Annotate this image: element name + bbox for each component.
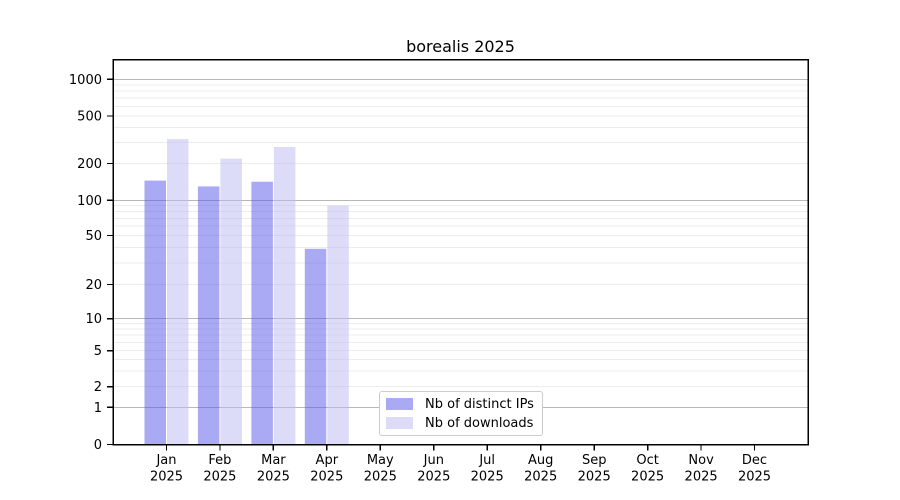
x-tick-label-month: Mar <box>261 453 286 468</box>
x-tick-label-month: Feb <box>208 453 231 468</box>
x-tick-label-month: Jul <box>478 453 495 468</box>
x-tick-label-year: 2025 <box>524 470 557 485</box>
x-tick-label-month: Nov <box>688 453 714 468</box>
x-tick-label-year: 2025 <box>471 470 504 485</box>
x-tick-label-year: 2025 <box>203 470 236 485</box>
bar-downloads-jan <box>167 139 189 445</box>
x-tick-label-month: Oct <box>636 453 658 468</box>
bar-ips-mar <box>251 181 273 445</box>
y-tick-label: 0 <box>94 438 102 453</box>
plot-border <box>112 58 809 446</box>
x-tick-label-year: 2025 <box>150 470 183 485</box>
chart-title: borealis 2025 <box>406 37 515 56</box>
x-tick-label-year: 2025 <box>364 470 397 485</box>
y-tick-label: 20 <box>85 278 102 293</box>
y-tick-label: 1 <box>94 401 102 416</box>
x-tick-label-year: 2025 <box>631 470 664 485</box>
x-tick-label-year: 2025 <box>310 470 343 485</box>
y-tick-label: 5 <box>94 344 102 359</box>
x-tick-label-month: Apr <box>316 453 339 468</box>
bar-downloads-mar <box>273 147 296 445</box>
legend-label-distinct-ips: Nb of distinct IPs <box>425 396 534 412</box>
legend-swatch-distinct-ips <box>386 398 413 410</box>
y-tick-label: 100 <box>77 194 102 209</box>
x-tick-label-year: 2025 <box>417 470 450 485</box>
y-tick-label: 200 <box>77 157 102 172</box>
x-tick-label-year: 2025 <box>738 470 771 485</box>
y-tick-label: 500 <box>77 110 102 125</box>
legend-swatch-downloads <box>386 417 413 429</box>
bar-ips-jan <box>144 180 166 445</box>
x-tick-label-year: 2025 <box>257 470 290 485</box>
legend: Nb of distinct IPs Nb of downloads <box>379 391 543 436</box>
y-tick-label: 50 <box>85 229 102 244</box>
bar-downloads-apr <box>327 205 349 445</box>
x-tick-label-month: May <box>367 453 394 468</box>
x-tick-label-year: 2025 <box>685 470 718 485</box>
bar-downloads-feb <box>220 158 242 445</box>
x-tick-label-month: Aug <box>528 453 553 468</box>
bar-ips-apr <box>304 248 327 445</box>
legend-item-downloads: Nb of downloads <box>380 415 542 431</box>
legend-label-downloads: Nb of downloads <box>425 415 534 431</box>
y-tick-label: 2 <box>94 380 102 395</box>
x-tick-label-year: 2025 <box>578 470 611 485</box>
x-tick-label-month: Sep <box>582 453 607 468</box>
x-tick-label-month: Dec <box>742 453 767 468</box>
x-tick-label-month: Jan <box>155 453 176 468</box>
bar-ips-feb <box>197 186 220 445</box>
legend-item-distinct-ips: Nb of distinct IPs <box>380 396 542 412</box>
x-tick-label-month: Jun <box>423 453 444 468</box>
y-tick-label: 1000 <box>69 73 102 88</box>
y-tick-label: 10 <box>85 312 102 327</box>
